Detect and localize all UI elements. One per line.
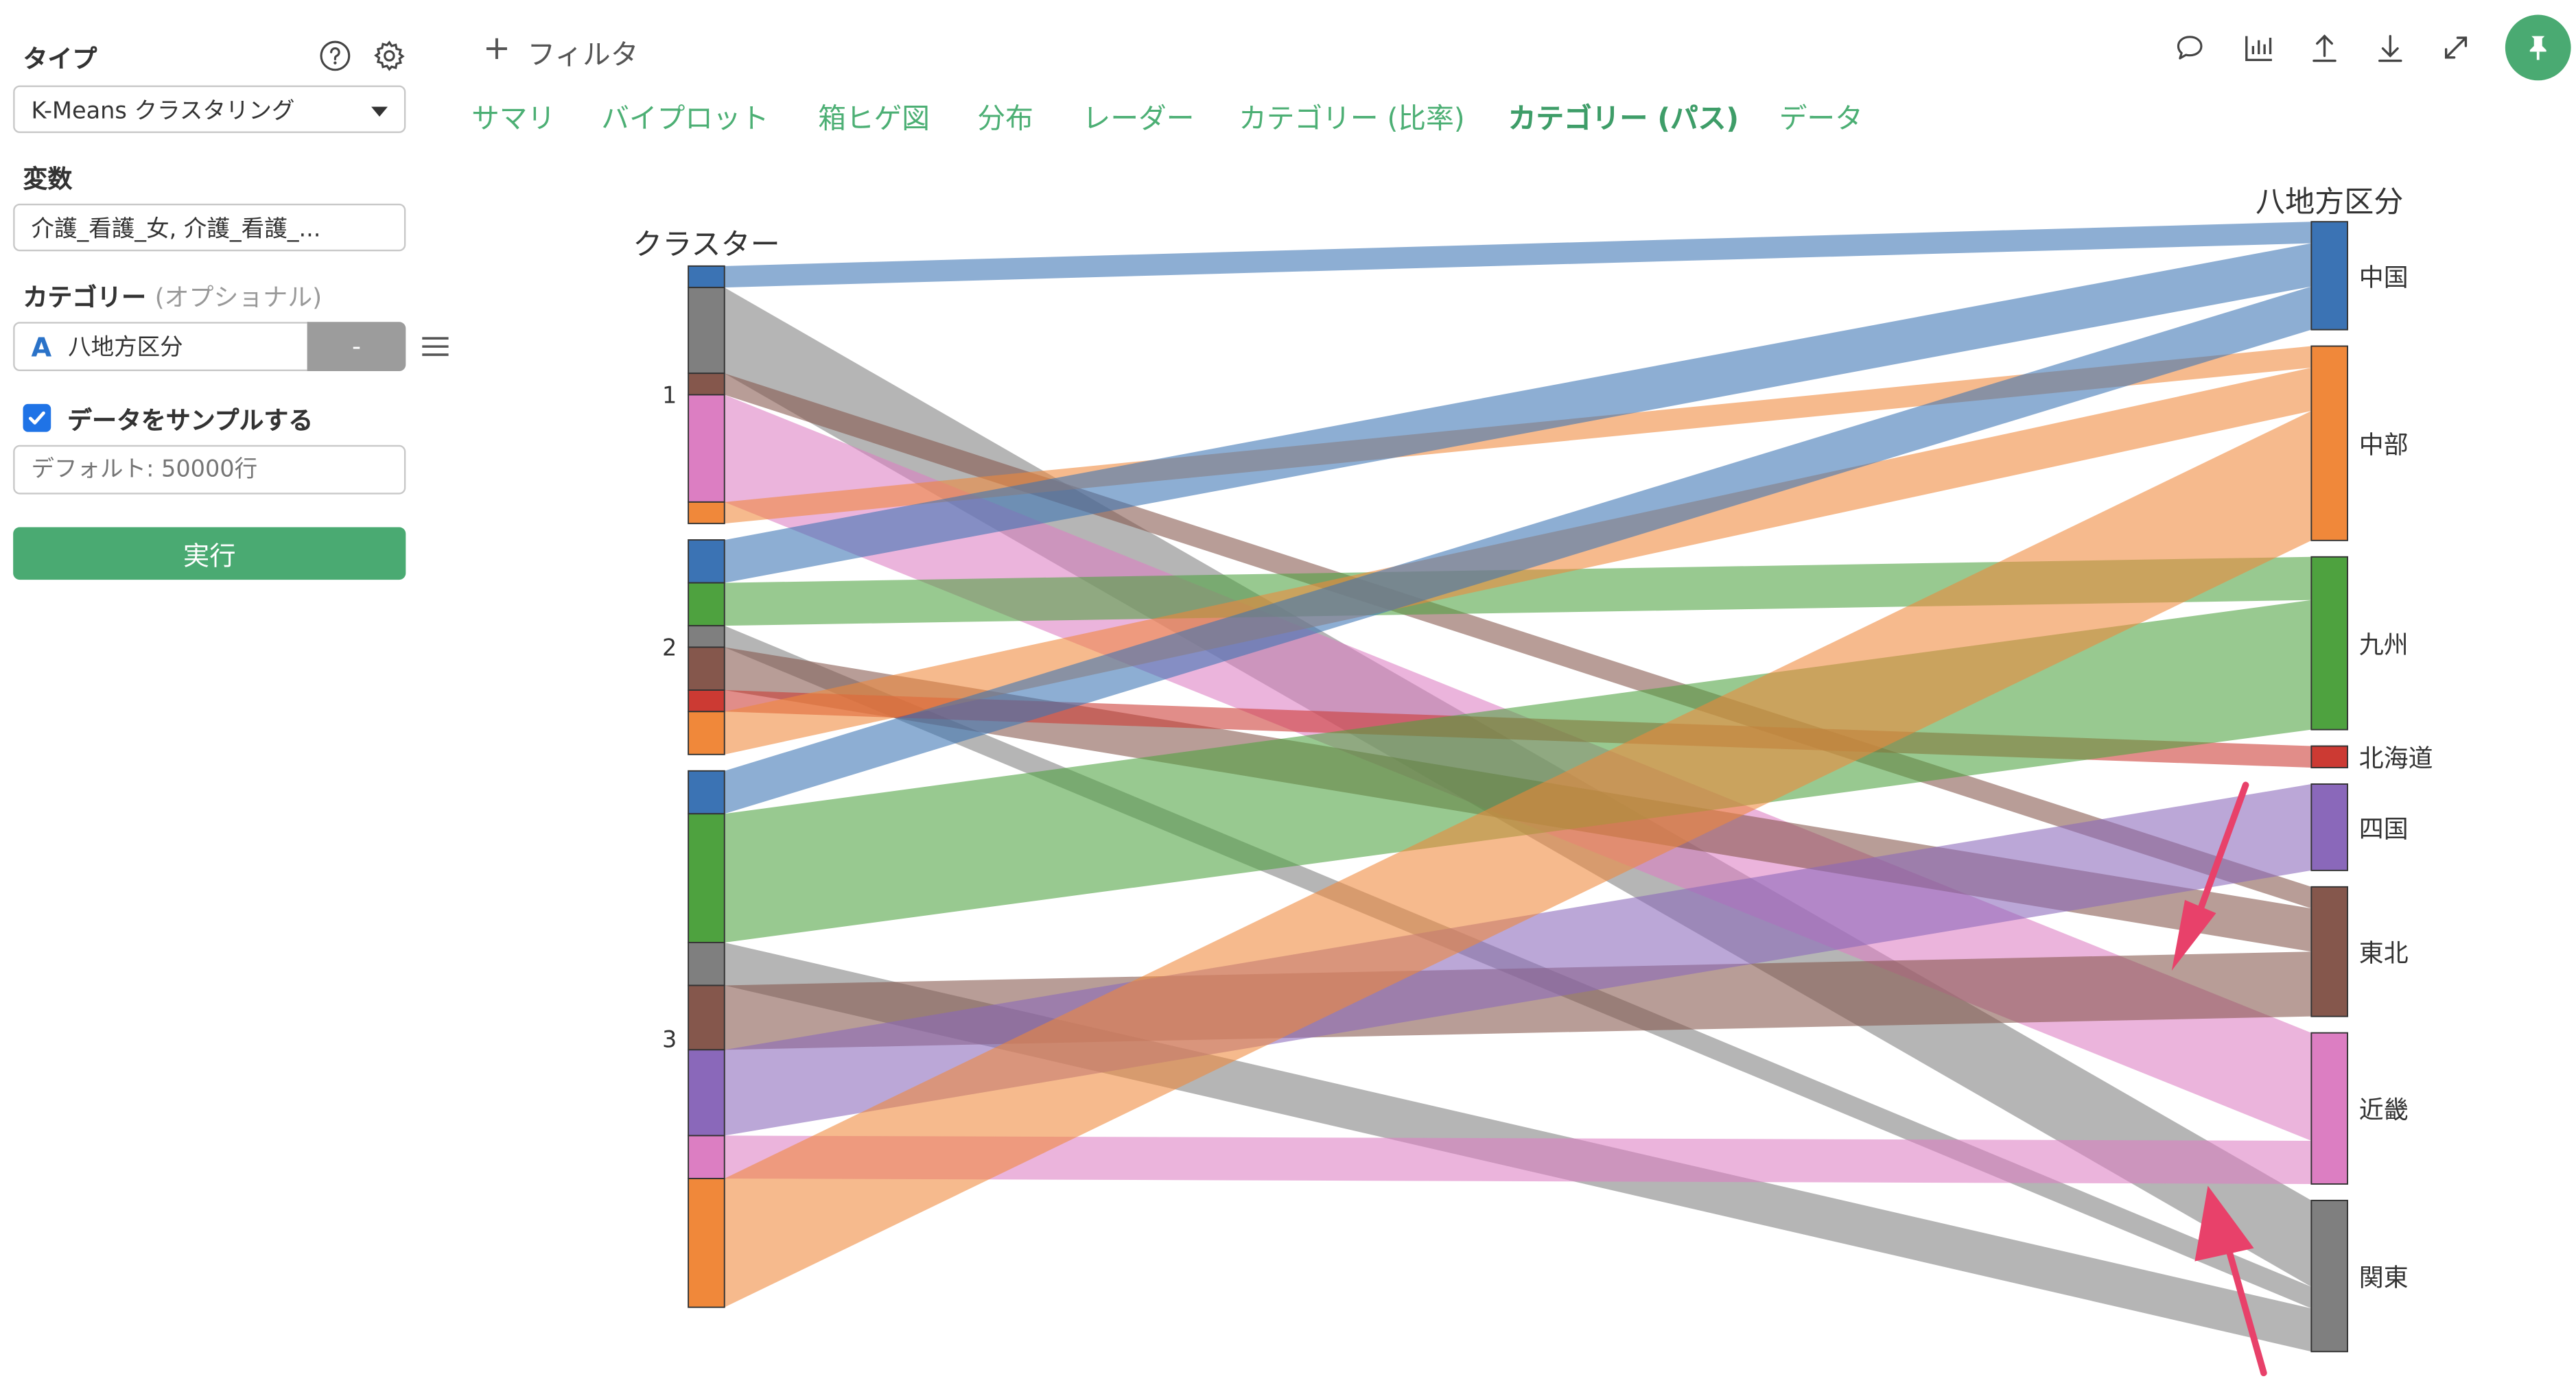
cluster-segment-3-中国: [688, 770, 725, 815]
cluster-label-2: 2: [662, 634, 677, 661]
cluster-segment-1-近畿: [688, 394, 725, 503]
expand-icon[interactable]: [2438, 29, 2474, 66]
variables-label: 変数: [23, 164, 73, 194]
help-icon[interactable]: [318, 39, 351, 72]
run-button[interactable]: 実行: [13, 527, 406, 580]
chevron-down-icon: [371, 106, 388, 117]
region-label-中部: 中部: [2359, 431, 2409, 460]
cluster-label-1: 1: [662, 381, 677, 408]
flow-ribbons: [724, 222, 2312, 1352]
sample-label: データをサンプルする: [67, 405, 314, 436]
cluster-segment-3-四国: [688, 1049, 725, 1137]
tab-category-path[interactable]: カテゴリー (パス): [1508, 103, 1739, 137]
cluster-segment-2-九州: [688, 582, 725, 627]
arrow-shaft-lower: [2225, 1248, 2267, 1377]
right-axis-title: 八地方区分: [2256, 185, 2403, 220]
cluster-segment-2-中部: [688, 711, 725, 755]
arrow-shaft-upper: [2196, 781, 2249, 915]
region-node-九州: [2310, 556, 2348, 731]
category-column-value: 八地方区分: [68, 335, 183, 362]
region-label-九州: 九州: [2359, 631, 2409, 659]
category-label-text: カテゴリー: [23, 282, 147, 312]
cluster-label-3: 3: [662, 1026, 677, 1053]
chart-icon[interactable]: [2240, 29, 2277, 66]
tab-distribution[interactable]: 分布: [977, 103, 1033, 137]
variables-value: 介護_看護_女, 介護_看護_...: [31, 215, 321, 243]
pin-button[interactable]: [2505, 14, 2571, 81]
region-node-中部: [2310, 345, 2348, 541]
region-label-中国: 中国: [2359, 263, 2409, 292]
variables-input[interactable]: 介護_看護_女, 介護_看護_...: [13, 203, 406, 252]
category-label: カテゴリー (オプショナル): [23, 279, 323, 313]
tab-data[interactable]: データ: [1779, 103, 1863, 137]
cluster-segment-3-関東: [688, 941, 725, 986]
cluster-segment-1-東北: [688, 372, 725, 396]
cluster-segment-3-近畿: [688, 1135, 725, 1179]
cluster-segment-2-中国: [688, 539, 725, 584]
filter-button[interactable]: フィルタ: [527, 39, 639, 73]
sample-size-input[interactable]: [13, 445, 406, 495]
region-label-四国: 四国: [2359, 815, 2409, 843]
tab-category-ratio[interactable]: カテゴリー (比率): [1239, 103, 1465, 137]
category-optional-text: (オプショナル): [154, 282, 323, 312]
region-node-北海道: [2310, 745, 2348, 768]
tab-summary[interactable]: サマリ: [471, 103, 556, 137]
cluster-segment-1-中国: [688, 265, 725, 289]
annotation-arrows: [2171, 781, 2267, 1377]
cluster-segment-1-関東: [688, 287, 725, 375]
cluster-nodes: 1 2 3: [662, 265, 725, 1308]
menu-icon[interactable]: [419, 332, 452, 362]
flow-3-近畿: [724, 1135, 2312, 1184]
left-axis-title: クラスター: [633, 228, 780, 262]
region-node-中国: [2310, 221, 2348, 331]
tab-boxplot[interactable]: 箱ヒゲ図: [818, 103, 930, 137]
arrow-head-lower: [2194, 1185, 2254, 1262]
type-label: タイプ: [23, 44, 97, 74]
region-node-関東: [2310, 1199, 2348, 1353]
download-icon[interactable]: [2372, 29, 2409, 66]
cluster-segment-1-中部: [688, 501, 725, 525]
arrow-head-upper: [2171, 899, 2216, 971]
cluster-segment-2-関東: [688, 625, 725, 648]
tab-radar[interactable]: レーダー: [1082, 103, 1195, 137]
upload-icon[interactable]: [2306, 29, 2343, 66]
flow-2-中国: [724, 243, 2312, 583]
flow-2-九州: [724, 556, 2312, 626]
region-node-東北: [2310, 886, 2348, 1017]
check-icon: [28, 411, 45, 425]
region-label-東北: 東北: [2359, 940, 2409, 968]
filter-plus-icon[interactable]: +: [482, 27, 511, 68]
category-sort-button[interactable]: -: [307, 322, 406, 372]
region-label-関東: 関東: [2359, 1264, 2409, 1292]
category-column-field[interactable]: A 八地方区分: [13, 322, 309, 372]
type-select-value: K-Means クラスタリング: [31, 97, 295, 124]
cluster-segment-2-北海道: [688, 689, 725, 713]
region-node-近畿: [2310, 1032, 2348, 1185]
flow-3-中部: [724, 410, 2312, 1308]
region-label-北海道: 北海道: [2359, 745, 2433, 773]
type-select[interactable]: K-Means クラスタリング: [13, 85, 406, 133]
cluster-segment-2-東北: [688, 646, 725, 691]
gear-icon[interactable]: [373, 39, 406, 72]
cluster-segment-3-中部: [688, 1178, 725, 1308]
comment-icon[interactable]: [2172, 29, 2208, 66]
cluster-segment-3-九州: [688, 813, 725, 943]
pin-icon: [2529, 36, 2546, 60]
text-type-icon: A: [31, 331, 52, 362]
sample-checkbox[interactable]: [23, 403, 51, 432]
flow-3-中国: [724, 286, 2312, 814]
tab-biplot[interactable]: バイプロット: [601, 103, 769, 137]
region-node-四国: [2310, 783, 2348, 871]
flow-1-中国: [724, 222, 2312, 288]
region-label-近畿: 近畿: [2359, 1096, 2409, 1124]
cluster-segment-3-東北: [688, 984, 725, 1051]
